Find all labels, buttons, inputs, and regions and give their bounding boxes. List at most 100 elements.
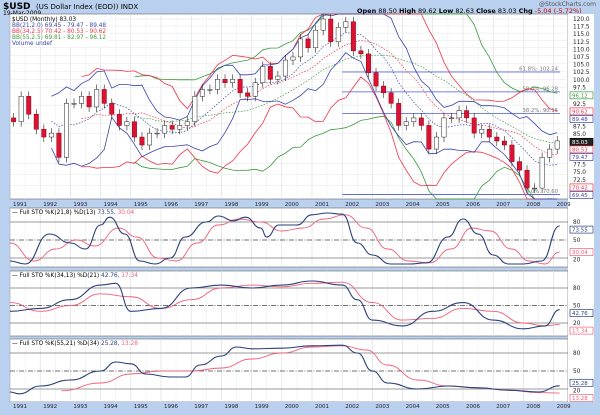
svg-text:Open 88.50 High 89.62 Low 82: Open 88.50 High 89.62 Low 82.63 Close 83… [357, 7, 582, 15]
y-tick-label: 20 [573, 321, 581, 327]
axis-value-label: 90.62 [569, 107, 594, 115]
axis-value-text: 96.12 [572, 93, 588, 99]
axis-value-label: 83.03 [569, 137, 594, 146]
candle-body [366, 53, 371, 74]
price-candle [252, 77, 258, 102]
price-candle [282, 55, 288, 82]
bb21-lower-band [51, 52, 558, 200]
price-candle [486, 124, 492, 143]
price-candle [396, 98, 402, 131]
candle-body [539, 157, 545, 189]
candle-body [517, 161, 522, 171]
x-tick-label: 2001 [315, 202, 329, 208]
sto-value-text: 13.28 [572, 396, 588, 402]
candle-body [33, 113, 39, 130]
candle-body [116, 113, 122, 126]
candle-body [426, 125, 432, 150]
sto1-panel [9, 207, 569, 268]
y-tick-label: 97.5 [573, 86, 586, 92]
axis-value-label: 89.48 [569, 115, 594, 123]
x-tick-label: 2005 [436, 202, 450, 208]
x-tick-label: 1998 [224, 202, 238, 208]
price-candle [524, 165, 530, 194]
sto1-d-line [9, 214, 560, 265]
close-label: Close [476, 7, 496, 15]
candle-body [124, 121, 130, 126]
candle-body [230, 79, 236, 83]
price-candle [343, 16, 349, 33]
candle-body [199, 89, 205, 97]
axis-value-text: 80.53 [572, 147, 588, 153]
symbol: $USD [3, 2, 31, 12]
y-tick-label: 112.5 [573, 40, 590, 46]
sto-value-text: 42.76 [572, 311, 588, 317]
price-candle [539, 152, 545, 194]
y-tick-label: 20 [573, 258, 581, 264]
candle-body [94, 89, 100, 108]
fibonacci-label: 50.0%: 96.28 [523, 86, 559, 92]
x-tick-label: 1996 [164, 404, 178, 410]
fibonacci-label: 38.2%: 90.16 [523, 108, 559, 114]
x-tick-label: 2008 [526, 404, 540, 410]
x-tick-label: 1991 [13, 202, 27, 208]
x-axis-band [10, 200, 568, 207]
axis-value-box [569, 137, 594, 146]
candle-body [343, 21, 349, 28]
price-candle [441, 112, 447, 143]
symbol-name: (US Dollar Index (EOD)) INDX [36, 3, 138, 11]
sto-value-label: 42.76 [569, 309, 594, 317]
candle-body [215, 79, 220, 90]
y-tick-label: 120.0 [573, 17, 590, 23]
sto-value-box [569, 394, 594, 402]
x-tick-label: 2004 [406, 404, 420, 410]
bb21-upper-band [51, 13, 558, 136]
candle-body [449, 117, 454, 119]
axis-value-box [569, 191, 594, 199]
candle-body [169, 125, 175, 130]
x-tick-label: 2009 [557, 404, 571, 410]
sto3-legend: — Full STO %K(55,21) %D(34) 25.28, 13.28 [12, 341, 138, 347]
x-tick-label: 2002 [345, 202, 359, 208]
sto-value-box [569, 225, 594, 234]
candle-body [177, 125, 183, 130]
candle-body [456, 110, 462, 119]
open-value: 88.50 [378, 7, 397, 15]
y-tick-label: 75.0 [573, 170, 586, 176]
y-tick-label: 85.0 [573, 132, 586, 138]
price-candle [192, 91, 198, 127]
price-candle [411, 112, 417, 127]
y-tick-label: 80 [573, 351, 581, 357]
candle-body [222, 79, 228, 83]
chg-label: Chg [519, 7, 533, 15]
y-tick-label: 102.5 [573, 70, 590, 76]
x-tick-label: 1997 [194, 404, 208, 410]
fibonacci-label: 61.8%: 102.24 [519, 67, 558, 73]
price-candle [532, 183, 538, 194]
x-tick-label: 2007 [496, 404, 510, 410]
candle-body [335, 27, 341, 43]
axis-value-text: 89.48 [572, 117, 588, 123]
candle-body [479, 129, 485, 134]
candle-body [154, 132, 160, 135]
axis-value-text: 69.45 [572, 193, 588, 199]
candle-body [237, 79, 243, 94]
sto2-panel [9, 270, 569, 337]
price-candle [71, 98, 77, 109]
axis-value-text: 70.42 [572, 185, 588, 191]
candle-body [411, 117, 417, 122]
y-tick-label: 92.5 [573, 102, 586, 108]
price-candle [335, 22, 341, 47]
sto-value-box [569, 378, 594, 387]
price-candle [147, 128, 152, 151]
price-candle [169, 120, 175, 135]
price-candle [230, 74, 236, 88]
x-tick-label: 2000 [285, 202, 299, 208]
price-candle [517, 156, 522, 176]
candle-body [260, 66, 266, 83]
price-candle [350, 16, 356, 56]
sto-value-text: 73.55 [572, 228, 588, 234]
candle-body [139, 136, 145, 146]
y-tick-label: 80 [573, 286, 581, 292]
legend-price: $USD (Monthly) 83.03 [12, 17, 76, 23]
high-value: 89.62 [418, 7, 437, 15]
